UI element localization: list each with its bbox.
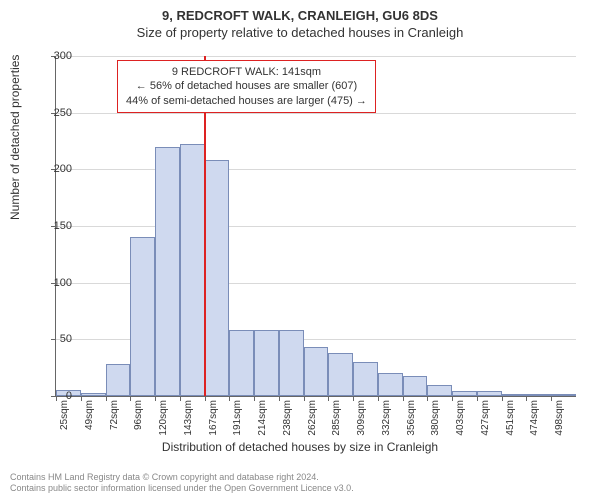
histogram-bar <box>452 391 477 396</box>
xtick-label: 403sqm <box>455 400 466 436</box>
ytick-label: 200 <box>32 163 72 175</box>
histogram-bar <box>205 160 230 396</box>
xtick-label: 191sqm <box>232 400 243 436</box>
xtick-mark <box>304 396 305 401</box>
xtick-label: 356sqm <box>406 400 417 436</box>
xtick-mark <box>106 396 107 401</box>
gridline <box>56 56 576 57</box>
ytick-label: 300 <box>32 50 72 62</box>
attribution: Contains HM Land Registry data © Crown c… <box>10 472 354 494</box>
histogram-bar <box>81 393 106 396</box>
ytick-label: 100 <box>32 277 72 289</box>
xtick-mark <box>551 396 552 401</box>
xtick-mark <box>229 396 230 401</box>
histogram-bar <box>427 385 452 396</box>
xtick-label: 427sqm <box>480 400 491 436</box>
histogram-bar <box>477 391 502 396</box>
xtick-label: 498sqm <box>554 400 565 436</box>
xtick-mark <box>205 396 206 401</box>
histogram-bar <box>304 347 329 396</box>
xtick-label: 332sqm <box>381 400 392 436</box>
xtick-label: 309sqm <box>356 400 367 436</box>
xtick-mark <box>452 396 453 401</box>
xtick-mark <box>254 396 255 401</box>
xtick-mark <box>353 396 354 401</box>
xtick-mark <box>378 396 379 401</box>
histogram-bar <box>403 376 428 396</box>
histogram-bar <box>378 373 403 396</box>
xtick-mark <box>403 396 404 401</box>
xtick-label: 285sqm <box>331 400 342 436</box>
ytick-label: 0 <box>32 390 72 402</box>
title-sub: Size of property relative to detached ho… <box>0 23 600 40</box>
chart-area: 25sqm49sqm72sqm96sqm120sqm143sqm167sqm19… <box>55 56 575 396</box>
xtick-label: 262sqm <box>307 400 318 436</box>
ytick-label: 150 <box>32 220 72 232</box>
xtick-label: 380sqm <box>430 400 441 436</box>
xtick-mark <box>81 396 82 401</box>
y-axis-label: Number of detached properties <box>8 55 22 220</box>
histogram-bar <box>551 394 576 396</box>
xtick-label: 143sqm <box>183 400 194 436</box>
chart-container: 9, REDCROFT WALK, CRANLEIGH, GU6 8DS Siz… <box>0 0 600 500</box>
gridline <box>56 169 576 170</box>
histogram-bar <box>502 394 527 396</box>
annotation-line2: ← 56% of detached houses are smaller (60… <box>126 79 367 93</box>
xtick-mark <box>155 396 156 401</box>
title-main: 9, REDCROFT WALK, CRANLEIGH, GU6 8DS <box>0 0 600 23</box>
ytick-label: 50 <box>32 333 72 345</box>
xtick-mark <box>477 396 478 401</box>
annotation-box: 9 REDCROFT WALK: 141sqm ← 56% of detache… <box>117 60 376 113</box>
xtick-mark <box>130 396 131 401</box>
annotation-line1: 9 REDCROFT WALK: 141sqm <box>126 65 367 79</box>
histogram-bar <box>229 330 254 396</box>
xtick-label: 214sqm <box>257 400 268 436</box>
histogram-bar <box>155 147 180 396</box>
histogram-bar <box>526 394 551 396</box>
histogram-bar <box>328 353 353 396</box>
xtick-label: 25sqm <box>59 400 70 430</box>
xtick-mark <box>526 396 527 401</box>
histogram-bar <box>130 237 155 396</box>
xtick-label: 238sqm <box>282 400 293 436</box>
histogram-bar <box>180 144 205 396</box>
histogram-bar <box>353 362 378 396</box>
histogram-bar <box>279 330 304 396</box>
x-axis-label: Distribution of detached houses by size … <box>0 440 600 454</box>
xtick-mark <box>502 396 503 401</box>
xtick-label: 96sqm <box>133 400 144 430</box>
xtick-label: 120sqm <box>158 400 169 436</box>
xtick-mark <box>180 396 181 401</box>
xtick-label: 474sqm <box>529 400 540 436</box>
xtick-label: 72sqm <box>109 400 120 430</box>
gridline <box>56 226 576 227</box>
attribution-line1: Contains HM Land Registry data © Crown c… <box>10 472 354 483</box>
xtick-label: 451sqm <box>505 400 516 436</box>
histogram-bar <box>254 330 279 396</box>
xtick-label: 167sqm <box>208 400 219 436</box>
xtick-mark <box>328 396 329 401</box>
xtick-mark <box>427 396 428 401</box>
histogram-bar <box>106 364 131 396</box>
attribution-line2: Contains public sector information licen… <box>10 483 354 494</box>
xtick-mark <box>279 396 280 401</box>
ytick-label: 250 <box>32 107 72 119</box>
annotation-line3: 44% of semi-detached houses are larger (… <box>126 94 367 108</box>
xtick-label: 49sqm <box>84 400 95 430</box>
